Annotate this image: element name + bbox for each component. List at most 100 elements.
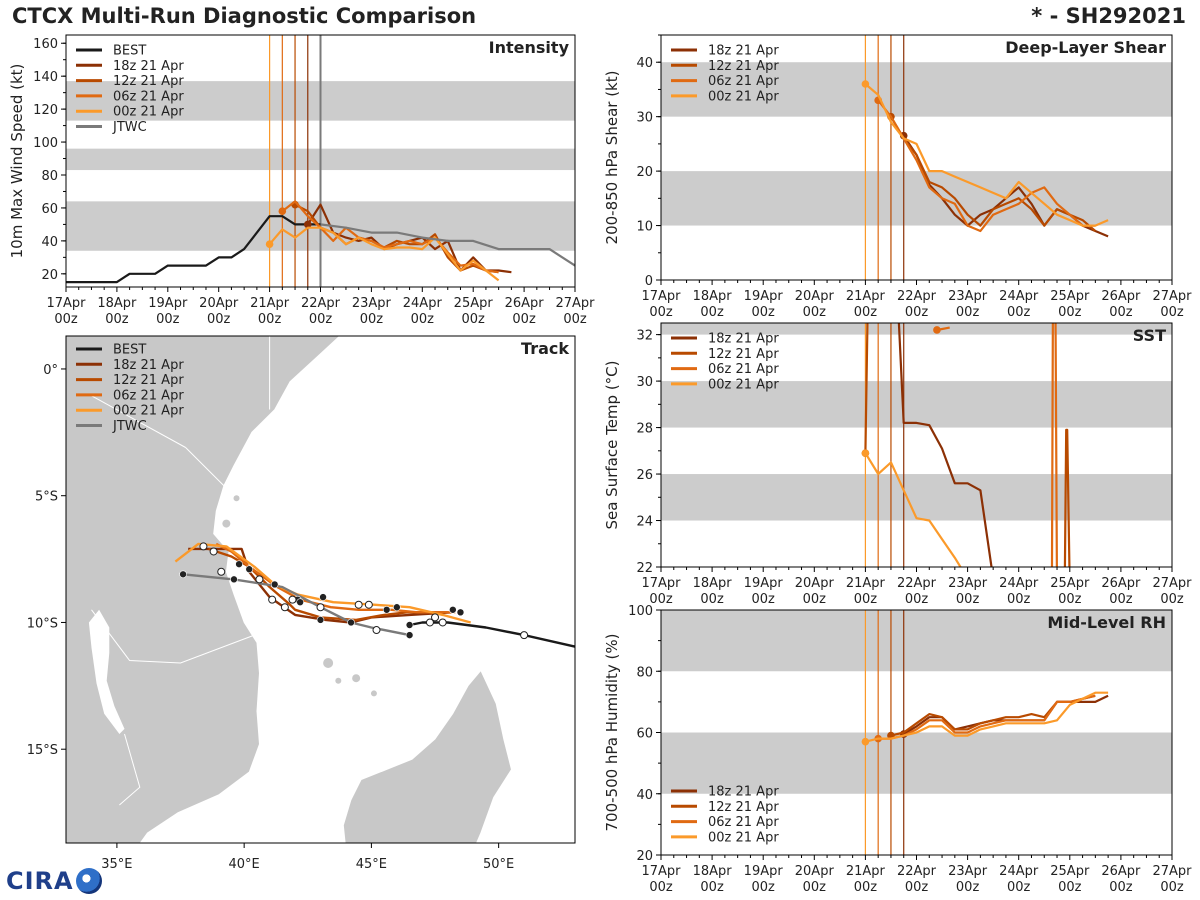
x-tick-label: 00z: [563, 312, 587, 327]
x-tick-label: 00z: [1058, 880, 1082, 895]
legend-label: 06z 21 Apr: [708, 362, 779, 377]
logo-text: CIRA: [6, 867, 74, 895]
x-tick-label: 24Apr: [999, 864, 1039, 879]
x-tick-label: 00z: [956, 880, 980, 895]
threshold-band: [661, 474, 1172, 521]
x-tick-label: 19Apr: [148, 296, 188, 311]
x-tick-label: 25Apr: [1050, 576, 1090, 591]
lon-tick-label: 50°E: [483, 857, 514, 872]
x-tick-label: 26Apr: [1101, 576, 1141, 591]
x-tick-label: 00z: [1109, 880, 1133, 895]
lon-tick-label: 45°E: [356, 857, 387, 872]
legend-label: 00z 21 Apr: [113, 404, 184, 419]
y-tick-label: 160: [33, 37, 58, 52]
lat-tick-label: 15°S: [27, 743, 58, 758]
legend-label: BEST: [113, 44, 146, 59]
x-tick-label: 27Apr: [555, 296, 595, 311]
lat-tick-label: 10°S: [27, 616, 58, 631]
track-marker-filled: [319, 593, 327, 601]
series-line: [864, 323, 869, 454]
x-tick-label: 18Apr: [693, 576, 733, 591]
x-tick-label: 24Apr: [999, 289, 1039, 304]
track-marker-filled: [382, 605, 391, 614]
run-start-marker: [861, 80, 870, 88]
x-tick-label: 19Apr: [744, 864, 784, 879]
track-marker-filled: [393, 603, 401, 612]
track-marker-filled: [230, 575, 238, 584]
x-tick-label: 22Apr: [897, 864, 937, 879]
legend-label: 12z 21 Apr: [113, 74, 184, 89]
y-tick-label: 40: [636, 788, 653, 803]
x-tick-label: 24Apr: [403, 296, 443, 311]
island: [370, 690, 377, 697]
x-tick-label: 17Apr: [46, 296, 86, 311]
map-area: [66, 336, 575, 843]
series-line: [897, 323, 993, 567]
panel-intensity: 2040608010012014016017Apr00z18Apr00z19Ap…: [8, 34, 595, 327]
border-line: [91, 609, 255, 664]
swirl-icon: [75, 868, 102, 894]
legend-label: 18z 21 Apr: [113, 358, 184, 373]
threshold-band: [661, 381, 1172, 428]
storm-id: * - SH292021: [1031, 4, 1186, 28]
lon-tick-label: 35°E: [101, 857, 132, 872]
track-marker-filled: [456, 608, 465, 617]
x-tick-label: 00z: [854, 880, 878, 895]
island: [323, 658, 334, 669]
x-tick-label: 20Apr: [795, 289, 835, 304]
x-tick-label: 27Apr: [1152, 289, 1192, 304]
y-axis-label: Sea Surface Temp (°C): [603, 360, 621, 529]
y-tick-label: 60: [41, 202, 58, 217]
y-tick-label: 100: [33, 136, 58, 151]
x-tick-label: 21Apr: [846, 864, 886, 879]
x-tick-label: 00z: [1007, 880, 1031, 895]
y-tick-label: 0: [645, 274, 653, 289]
x-tick-label: 00z: [905, 592, 929, 607]
y-tick-label: 24: [636, 515, 653, 530]
x-tick-label: 18Apr: [693, 864, 733, 879]
x-tick-label: 00z: [207, 312, 231, 327]
track-marker-filled: [235, 560, 243, 568]
y-tick-label: 10: [636, 220, 653, 235]
track-line: [409, 621, 575, 648]
x-tick-label: 00z: [700, 305, 724, 320]
x-tick-label: 27Apr: [1152, 576, 1192, 591]
x-tick-label: 17Apr: [641, 576, 681, 591]
y-axis-label: 200-850 hPa Shear (kt): [603, 71, 621, 245]
y-tick-label: 20: [41, 268, 58, 283]
panel-title: Track: [521, 339, 569, 358]
x-tick-label: 00z: [803, 592, 827, 607]
threshold-band: [661, 732, 1172, 794]
africa-land: [66, 336, 341, 843]
series-line: [281, 200, 499, 274]
series-line: [1063, 428, 1071, 567]
series-line: [890, 116, 1097, 232]
island: [233, 495, 240, 502]
threshold-band: [661, 610, 1172, 672]
x-tick-label: 17Apr: [641, 289, 681, 304]
x-tick-label: 00z: [1160, 592, 1184, 607]
track-marker-open: [209, 547, 218, 556]
x-tick-label: 00z: [258, 312, 282, 327]
panel-title: Intensity: [489, 38, 570, 57]
y-axis-label: 700-500 hPa Humidity (%): [603, 633, 621, 831]
series-line: [320, 223, 575, 267]
x-tick-label: 26Apr: [1101, 864, 1141, 879]
x-tick-label: 00z: [752, 592, 776, 607]
track-marker-open: [520, 631, 529, 640]
x-tick-label: 27Apr: [1152, 864, 1192, 879]
border-line: [119, 733, 141, 806]
track-marker-filled: [347, 618, 355, 627]
y-tick-label: 40: [636, 56, 653, 71]
border-line: [88, 393, 186, 448]
x-tick-label: 25Apr: [454, 296, 494, 311]
x-tick-label: 00z: [54, 312, 78, 327]
threshold-band: [661, 323, 1172, 335]
series-line: [268, 226, 500, 282]
x-tick-label: 00z: [105, 312, 129, 327]
x-tick-label: 21Apr: [846, 289, 886, 304]
x-tick-label: 23Apr: [352, 296, 392, 311]
series-line: [864, 83, 1109, 227]
x-tick-label: 00z: [1058, 592, 1082, 607]
